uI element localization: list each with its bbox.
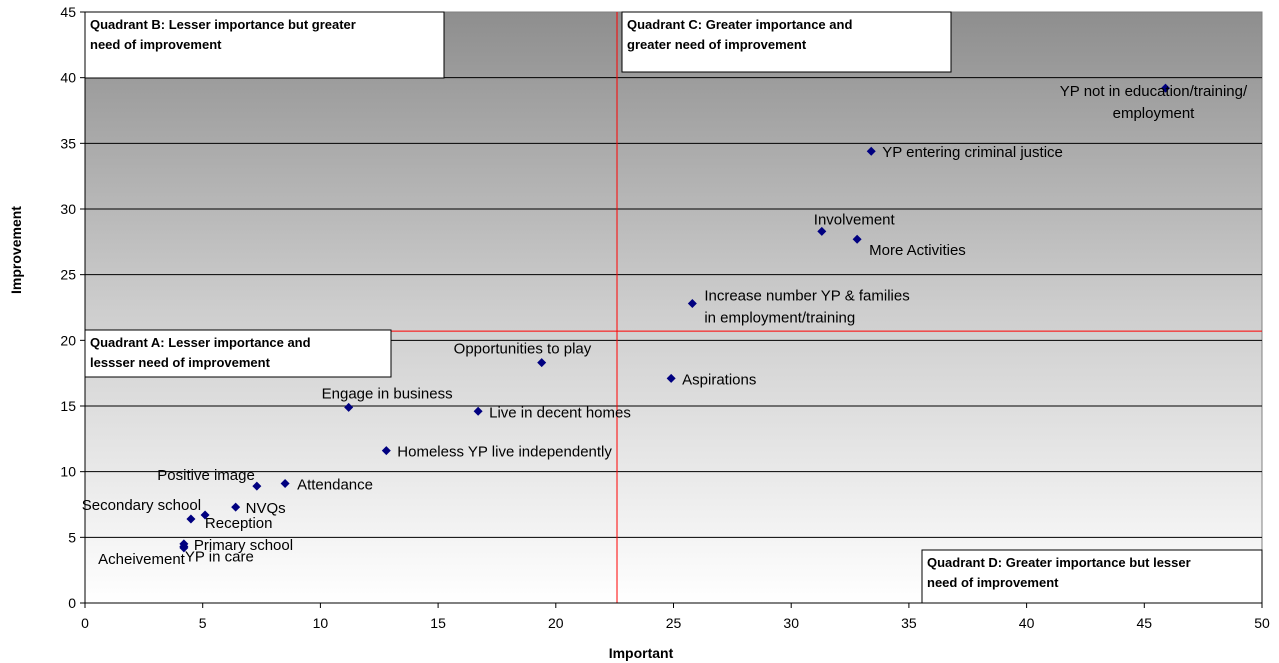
y-tick-label: 15	[60, 398, 76, 414]
point-label: Positive image	[157, 467, 255, 484]
y-tick-label: 5	[68, 529, 76, 545]
point-label: Increase number YP & families	[704, 288, 909, 305]
quadrant-text: Quadrant C: Greater importance and	[627, 17, 852, 32]
point-label: Homeless YP live independently	[397, 444, 612, 461]
data-point	[537, 358, 547, 368]
quadrant-box: Quadrant D: Greater importance but lesse…	[921, 549, 1263, 604]
y-axis-label: Improvement	[8, 206, 24, 294]
point-label: Involvement	[814, 211, 896, 228]
quadrant-text: Quadrant D: Greater importance but lesse…	[927, 555, 1191, 570]
data-point	[280, 478, 290, 488]
point-label: Aspirations	[682, 371, 756, 388]
point-label: More Activities	[869, 242, 966, 259]
y-tick-label: 25	[60, 267, 76, 283]
point-label: Acheivement	[98, 551, 186, 568]
point-label: Engage in business	[322, 385, 453, 402]
point-label: Secondary school	[82, 497, 201, 514]
data-point	[179, 542, 189, 552]
x-tick-label: 10	[313, 615, 329, 631]
axes: 0 5 10 15 20 25 30 35 40 45 0 5 10 15 20 25 30 35 40 45 50	[60, 4, 1270, 631]
x-tick-label: 35	[901, 615, 917, 631]
quadrant-box: Quadrant A: Lesser importance and lessser…	[84, 329, 392, 378]
point-label: employment	[1113, 105, 1196, 122]
x-tick-label: 20	[548, 615, 564, 631]
x-tick-label: 25	[666, 615, 682, 631]
data-points	[179, 83, 1170, 553]
point-label: Live in decent homes	[489, 404, 631, 421]
x-tick-label: 30	[783, 615, 799, 631]
quadrant-text: Quadrant B: Lesser importance but greate…	[90, 17, 356, 32]
y-tick-label: 10	[60, 464, 76, 480]
x-tick-label: 15	[430, 615, 446, 631]
data-point	[231, 502, 241, 512]
quadrant-box: Quadrant C: Greater importance and greate…	[621, 11, 952, 73]
quadrant-box-frame	[84, 329, 392, 378]
quadrant-text: lessser need of improvement	[90, 355, 271, 370]
quadrant-box: Quadrant B: Lesser importance but greate…	[84, 11, 445, 79]
point-label: Attendance	[297, 476, 373, 493]
data-point	[1160, 83, 1170, 93]
data-point	[186, 514, 196, 524]
data-point	[473, 406, 483, 416]
data-point	[687, 299, 697, 309]
point-label: YP not in education/training/	[1060, 83, 1248, 100]
data-point	[666, 373, 676, 383]
data-point	[381, 446, 391, 456]
x-tick-label: 45	[1137, 615, 1153, 631]
quadrant-box-frame	[921, 549, 1263, 604]
point-label: Primary school	[194, 537, 293, 554]
quadrant-text: need of improvement	[90, 37, 222, 52]
point-label: YP entering criminal justice	[882, 144, 1063, 161]
y-tick-label: 35	[60, 135, 76, 151]
y-tick-label: 45	[60, 4, 76, 20]
point-label: in employment/training	[704, 310, 855, 327]
quadrant-boxes: Quadrant B: Lesser importance but greate…	[84, 11, 1263, 604]
y-tick-label: 30	[60, 201, 76, 217]
x-tick-label: 40	[1019, 615, 1035, 631]
point-labels: YP not in education/training/employment Y…	[82, 83, 1248, 568]
x-axis-label: Important	[609, 645, 674, 661]
y-tick-label: 40	[60, 70, 76, 86]
data-point	[852, 234, 862, 244]
y-tick-label: 0	[68, 595, 76, 611]
quadrant-text: need of improvement	[927, 575, 1059, 590]
plot-area	[84, 11, 1263, 604]
data-point	[344, 402, 354, 412]
quadrant-text: Quadrant A: Lesser importance and	[90, 335, 311, 350]
point-label: NVQs	[246, 500, 286, 517]
data-point	[252, 481, 262, 491]
quadrant-box-frame	[621, 11, 952, 73]
x-tick-label: 0	[81, 615, 89, 631]
gridlines	[85, 77, 1262, 538]
quadrant-text: greater need of improvement	[627, 37, 807, 52]
data-point	[200, 510, 210, 520]
point-label: YP in care	[185, 549, 254, 566]
x-tick-label: 5	[199, 615, 207, 631]
data-point	[866, 146, 876, 156]
x-tick-label: 50	[1254, 615, 1270, 631]
point-label: Reception	[205, 515, 273, 532]
data-point	[817, 226, 827, 236]
point-label: Opportunities to play	[454, 341, 592, 358]
y-tick-label: 20	[60, 332, 76, 348]
